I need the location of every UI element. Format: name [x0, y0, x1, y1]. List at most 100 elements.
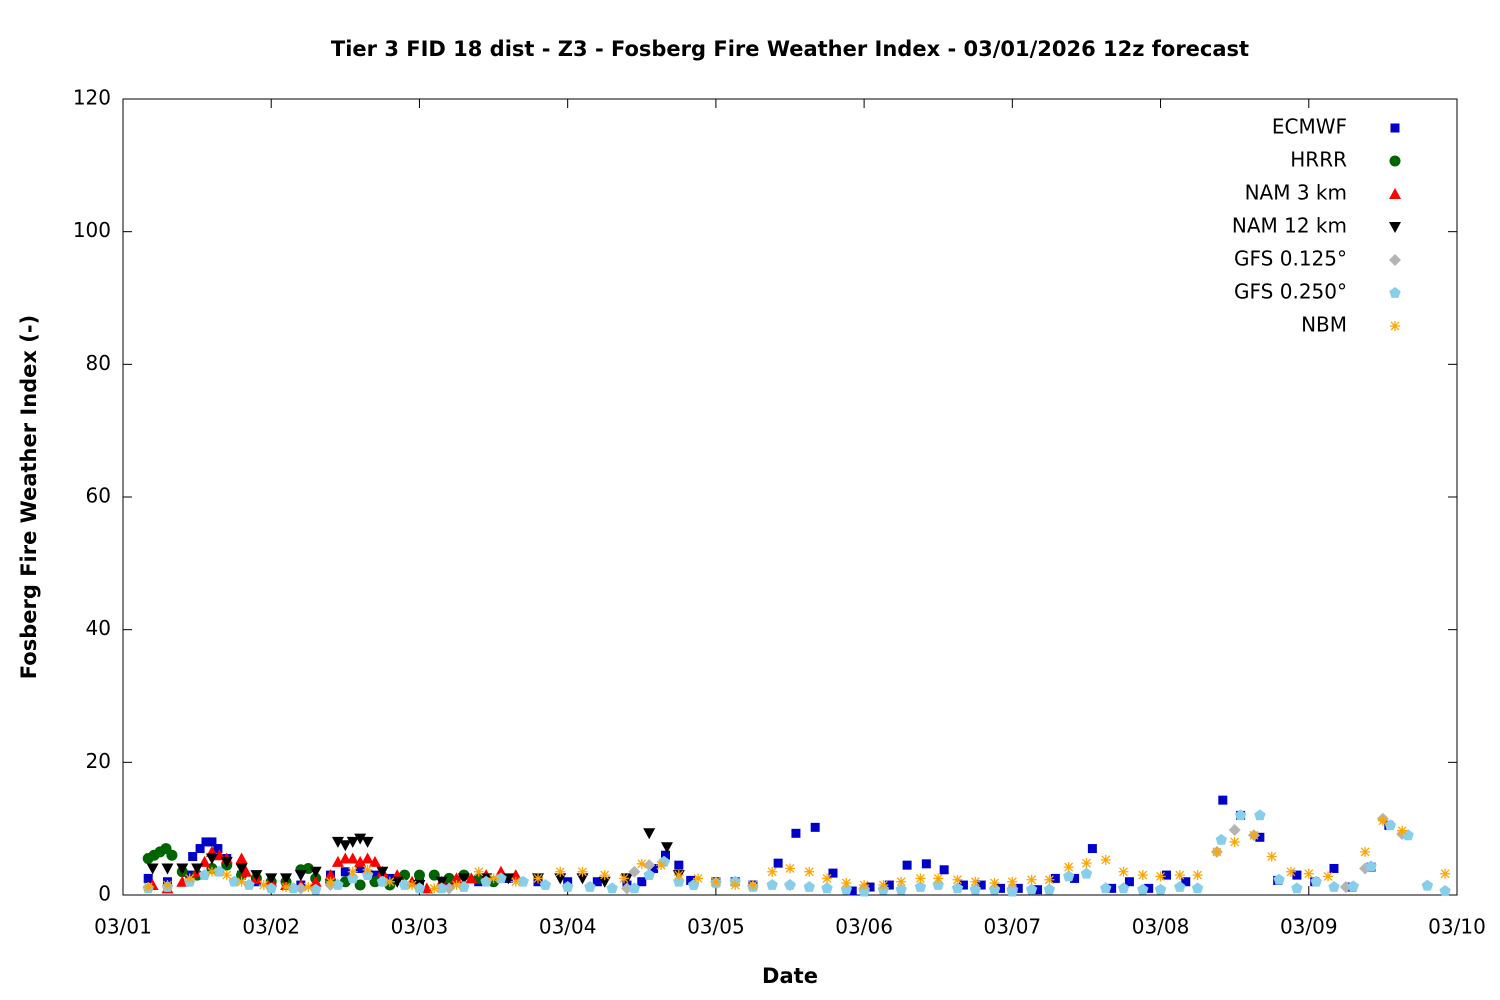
- y-axis-title: Fosberg Fire Weather Index (-): [17, 315, 41, 679]
- data-point: [606, 882, 618, 894]
- data-point: [517, 875, 529, 887]
- data-point: [1285, 866, 1296, 877]
- data-point: [294, 870, 307, 882]
- data-point: [1273, 873, 1285, 885]
- data-point: [340, 867, 350, 877]
- legend-marker: [1389, 155, 1401, 167]
- data-point: [473, 866, 484, 877]
- data-point: [1087, 844, 1097, 854]
- data-point: [859, 880, 870, 891]
- legend-label: NAM 3 km: [1245, 181, 1347, 205]
- data-point: [554, 873, 567, 885]
- y-tick-label: 0: [98, 882, 111, 906]
- data-point: [391, 876, 404, 888]
- data-point: [1303, 868, 1314, 879]
- data-point: [1100, 882, 1112, 894]
- data-point: [1439, 885, 1451, 896]
- data-point: [1291, 882, 1303, 894]
- data-point: [643, 859, 656, 872]
- data-point: [1421, 879, 1434, 891]
- legend-label: GFS 0.250°: [1234, 280, 1347, 304]
- data-point: [1007, 876, 1018, 887]
- data-point: [970, 876, 981, 887]
- data-point: [785, 863, 795, 874]
- data-point: [166, 849, 178, 861]
- data-point: [339, 840, 352, 852]
- data-point: [361, 852, 374, 864]
- data-point: [914, 881, 927, 892]
- data-point: [828, 868, 838, 878]
- data-point: [407, 880, 418, 891]
- data-point: [451, 880, 462, 891]
- data-point: [435, 876, 448, 888]
- data-point: [1124, 877, 1134, 887]
- data-point: [822, 873, 833, 884]
- data-point: [884, 880, 894, 890]
- data-point: [1043, 883, 1056, 895]
- data-point: [1174, 881, 1186, 892]
- data-point: [933, 873, 944, 884]
- data-point: [1255, 832, 1265, 842]
- data-point: [143, 873, 153, 883]
- x-tick-label: 03/09: [1280, 915, 1338, 939]
- data-point: [555, 866, 566, 877]
- data-point: [1384, 819, 1396, 831]
- data-point: [902, 860, 912, 870]
- data-point: [346, 852, 359, 864]
- data-point: [235, 863, 248, 875]
- data-point: [281, 882, 292, 893]
- data-point: [636, 858, 647, 869]
- data-point: [656, 860, 667, 871]
- data-point: [951, 882, 964, 894]
- data-point: [562, 881, 574, 892]
- data-point: [628, 882, 641, 894]
- data-point: [989, 878, 1000, 889]
- data-point: [362, 864, 373, 875]
- data-point: [191, 863, 204, 875]
- data-point: [710, 876, 721, 887]
- data-point: [354, 833, 367, 845]
- data-point: [213, 865, 226, 877]
- data-point: [205, 853, 218, 865]
- data-point: [686, 875, 696, 885]
- data-point: [1323, 871, 1334, 882]
- legend-label: NAM 12 km: [1232, 214, 1347, 238]
- data-point: [1192, 870, 1203, 881]
- data-point: [660, 850, 670, 860]
- data-point: [347, 866, 358, 877]
- data-point: [1181, 877, 1191, 887]
- data-point: [161, 863, 174, 875]
- data-point: [1161, 870, 1171, 880]
- legend-marker: [1389, 222, 1401, 233]
- data-point: [309, 875, 322, 887]
- data-point: [398, 879, 411, 890]
- data-point: [236, 876, 247, 887]
- data-point: [195, 844, 205, 854]
- data-point: [325, 876, 336, 887]
- data-point: [1063, 870, 1075, 882]
- data-point: [803, 881, 815, 892]
- data-point: [643, 869, 655, 880]
- data-point: [188, 852, 198, 862]
- data-point: [584, 881, 596, 892]
- data-point: [1215, 833, 1227, 845]
- data-point: [1402, 829, 1414, 841]
- data-point: [1050, 873, 1060, 883]
- data-point: [206, 866, 217, 877]
- data-point: [1191, 882, 1204, 894]
- data-point: [1155, 871, 1166, 882]
- data-point: [265, 873, 278, 885]
- data-point: [767, 866, 778, 877]
- data-point: [791, 828, 801, 838]
- data-point: [539, 879, 552, 890]
- data-point: [841, 878, 852, 889]
- data-point: [1329, 863, 1339, 873]
- data-point: [1248, 830, 1259, 841]
- data-point: [235, 852, 248, 864]
- data-point: [1440, 868, 1451, 879]
- data-point: [1254, 809, 1266, 821]
- data-point: [1347, 880, 1359, 892]
- data-point: [1137, 870, 1148, 881]
- data-point: [576, 873, 589, 885]
